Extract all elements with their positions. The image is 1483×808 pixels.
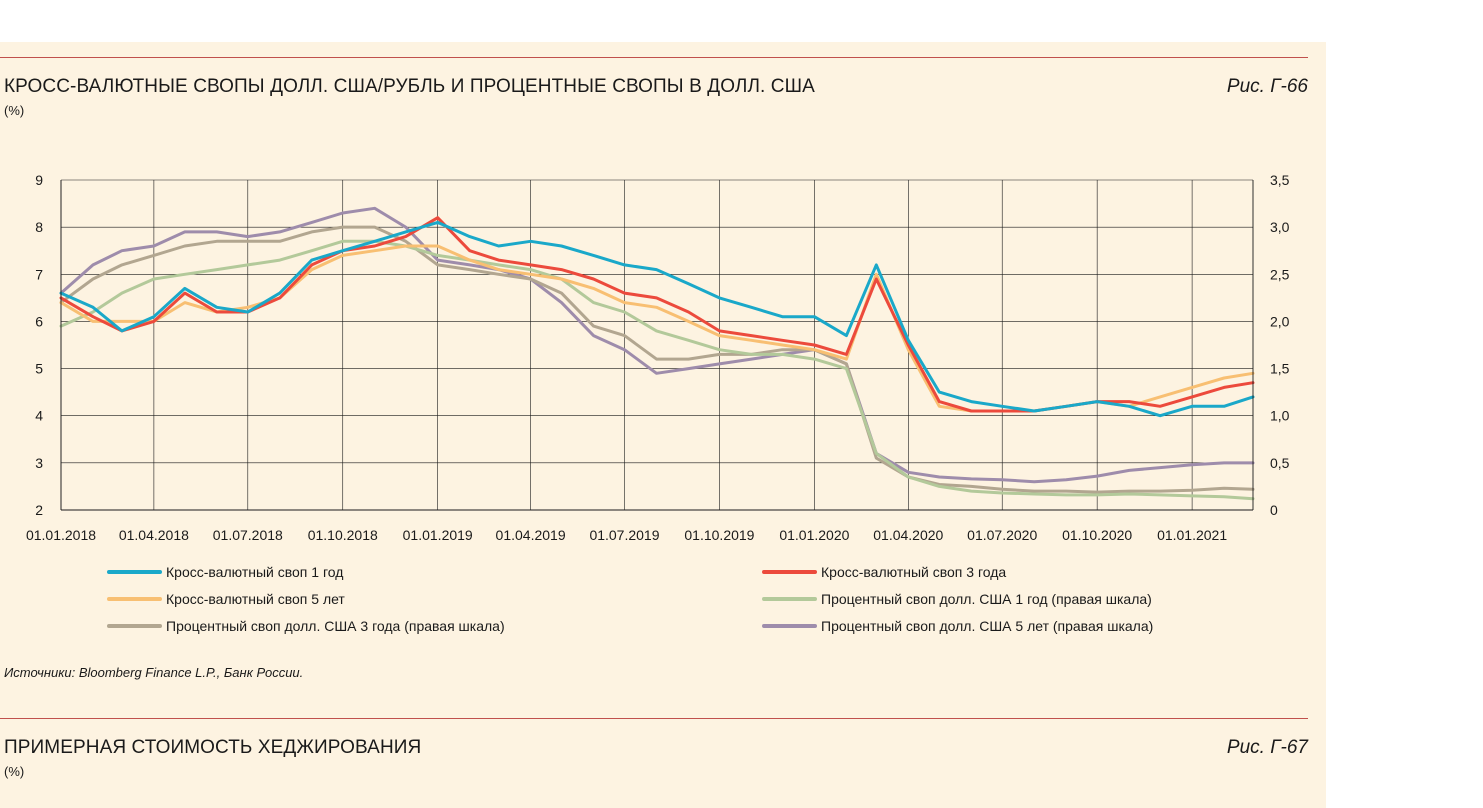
series-line-irs-1y xyxy=(59,239,1255,501)
y-right-tick-label: 2,5 xyxy=(1270,266,1290,282)
x-tick-label: 01.01.2021 xyxy=(1157,527,1227,543)
legend-item-cross-5y: Кросс-валютный своп 5 лет xyxy=(107,591,345,607)
figure2-top-rule xyxy=(0,718,1308,719)
chart-series xyxy=(59,206,1255,501)
series-line-cross-3y xyxy=(59,216,1255,413)
y-left-tick-label: 2 xyxy=(35,502,43,518)
legend-label-irs-5y: Процентный своп долл. США 5 лет (правая … xyxy=(821,618,1154,634)
legend-item-cross-1y: Кросс-валютный своп 1 год xyxy=(107,564,343,580)
y-left-tick-label: 5 xyxy=(35,361,43,377)
x-tick-label: 01.04.2020 xyxy=(873,527,943,543)
legend-swatch-irs-1y xyxy=(762,597,817,601)
y-left-tick-label: 9 xyxy=(35,172,43,188)
x-tick-label: 01.01.2018 xyxy=(26,527,96,543)
legend-swatch-cross-1y xyxy=(107,570,162,574)
figure2-unit: (%) xyxy=(4,764,25,779)
x-tick-label: 01.10.2019 xyxy=(684,527,754,543)
series-line-irs-5y xyxy=(59,206,1255,484)
x-tick-label: 01.10.2020 xyxy=(1062,527,1132,543)
legend-item-cross-3y: Кросс-валютный своп 3 года xyxy=(762,564,1006,580)
figure1-title: КРОСС-ВАЛЮТНЫЕ СВОПЫ ДОЛЛ. США/РУБЛЬ И П… xyxy=(4,76,815,97)
x-tick-label: 01.04.2018 xyxy=(119,527,189,543)
y-right-tick-label: 3,5 xyxy=(1270,172,1290,188)
y-left-tick-label: 6 xyxy=(35,313,43,329)
legend-swatch-cross-3y xyxy=(762,570,817,574)
figure1-source: Источники: Bloomberg Finance L.P., Банк … xyxy=(4,665,304,680)
y-right-tick-label: 1,0 xyxy=(1270,408,1290,424)
x-tick-label: 01.07.2018 xyxy=(213,527,283,543)
y-right-tick-label: 2,0 xyxy=(1270,313,1290,329)
figure1-unit: (%) xyxy=(4,103,25,118)
chart-axes: 2 3 4 5 6 7 8 9 0 0,5 1,0 1,5 2,0 2,5 3,0 3,5 01.01.2018… xyxy=(26,172,1290,543)
y-right-tick-label: 0 xyxy=(1270,502,1278,518)
x-tick-label: 01.04.2019 xyxy=(496,527,566,543)
legend-swatch-irs-3y xyxy=(107,624,162,628)
x-tick-label: 01.01.2020 xyxy=(779,527,849,543)
y-right-tick-label: 1,5 xyxy=(1270,361,1290,377)
legend-label-cross-3y: Кросс-валютный своп 3 года xyxy=(821,564,1007,580)
chart-grid xyxy=(60,179,1253,510)
y-right-tick-label: 3,0 xyxy=(1270,219,1290,235)
x-tick-label: 01.07.2019 xyxy=(589,527,659,543)
y-left-tick-label: 7 xyxy=(35,266,43,282)
legend-item-irs-5y: Процентный своп долл. США 5 лет (правая … xyxy=(762,618,1153,634)
y-left-tick-label: 4 xyxy=(35,408,43,424)
legend-label-cross-1y: Кросс-валютный своп 1 год xyxy=(166,564,344,580)
legend-label-cross-5y: Кросс-валютный своп 5 лет xyxy=(166,591,345,607)
legend-swatch-irs-5y xyxy=(762,624,817,628)
legend-item-irs-3y: Процентный своп долл. США 3 года (правая… xyxy=(107,618,505,634)
figure2-title: ПРИМЕРНАЯ СТОИМОСТЬ ХЕДЖИРОВАНИЯ xyxy=(4,737,422,758)
figure2-label: Рис. Г-67 xyxy=(1226,737,1308,758)
figure1-label: Рис. Г-66 xyxy=(1226,76,1308,97)
series-line-cross-1y xyxy=(59,220,1255,418)
y-right-tick-label: 0,5 xyxy=(1270,455,1290,471)
legend-label-irs-3y: Процентный своп долл. США 3 года (правая… xyxy=(166,618,505,634)
x-tick-label: 01.01.2019 xyxy=(403,527,473,543)
figure1-top-rule xyxy=(0,57,1308,58)
legend-swatch-cross-5y xyxy=(107,597,162,601)
y-left-tick-label: 8 xyxy=(35,219,43,235)
x-tick-label: 01.07.2020 xyxy=(967,527,1037,543)
series-line-irs-3y xyxy=(59,225,1255,494)
figure-panel xyxy=(0,42,1326,808)
legend-item-irs-1y: Процентный своп долл. США 1 год (правая … xyxy=(762,591,1152,607)
x-tick-label: 01.10.2018 xyxy=(308,527,378,543)
legend-label-irs-1y: Процентный своп долл. США 1 год (правая … xyxy=(821,591,1152,607)
y-left-tick-label: 3 xyxy=(35,455,43,471)
